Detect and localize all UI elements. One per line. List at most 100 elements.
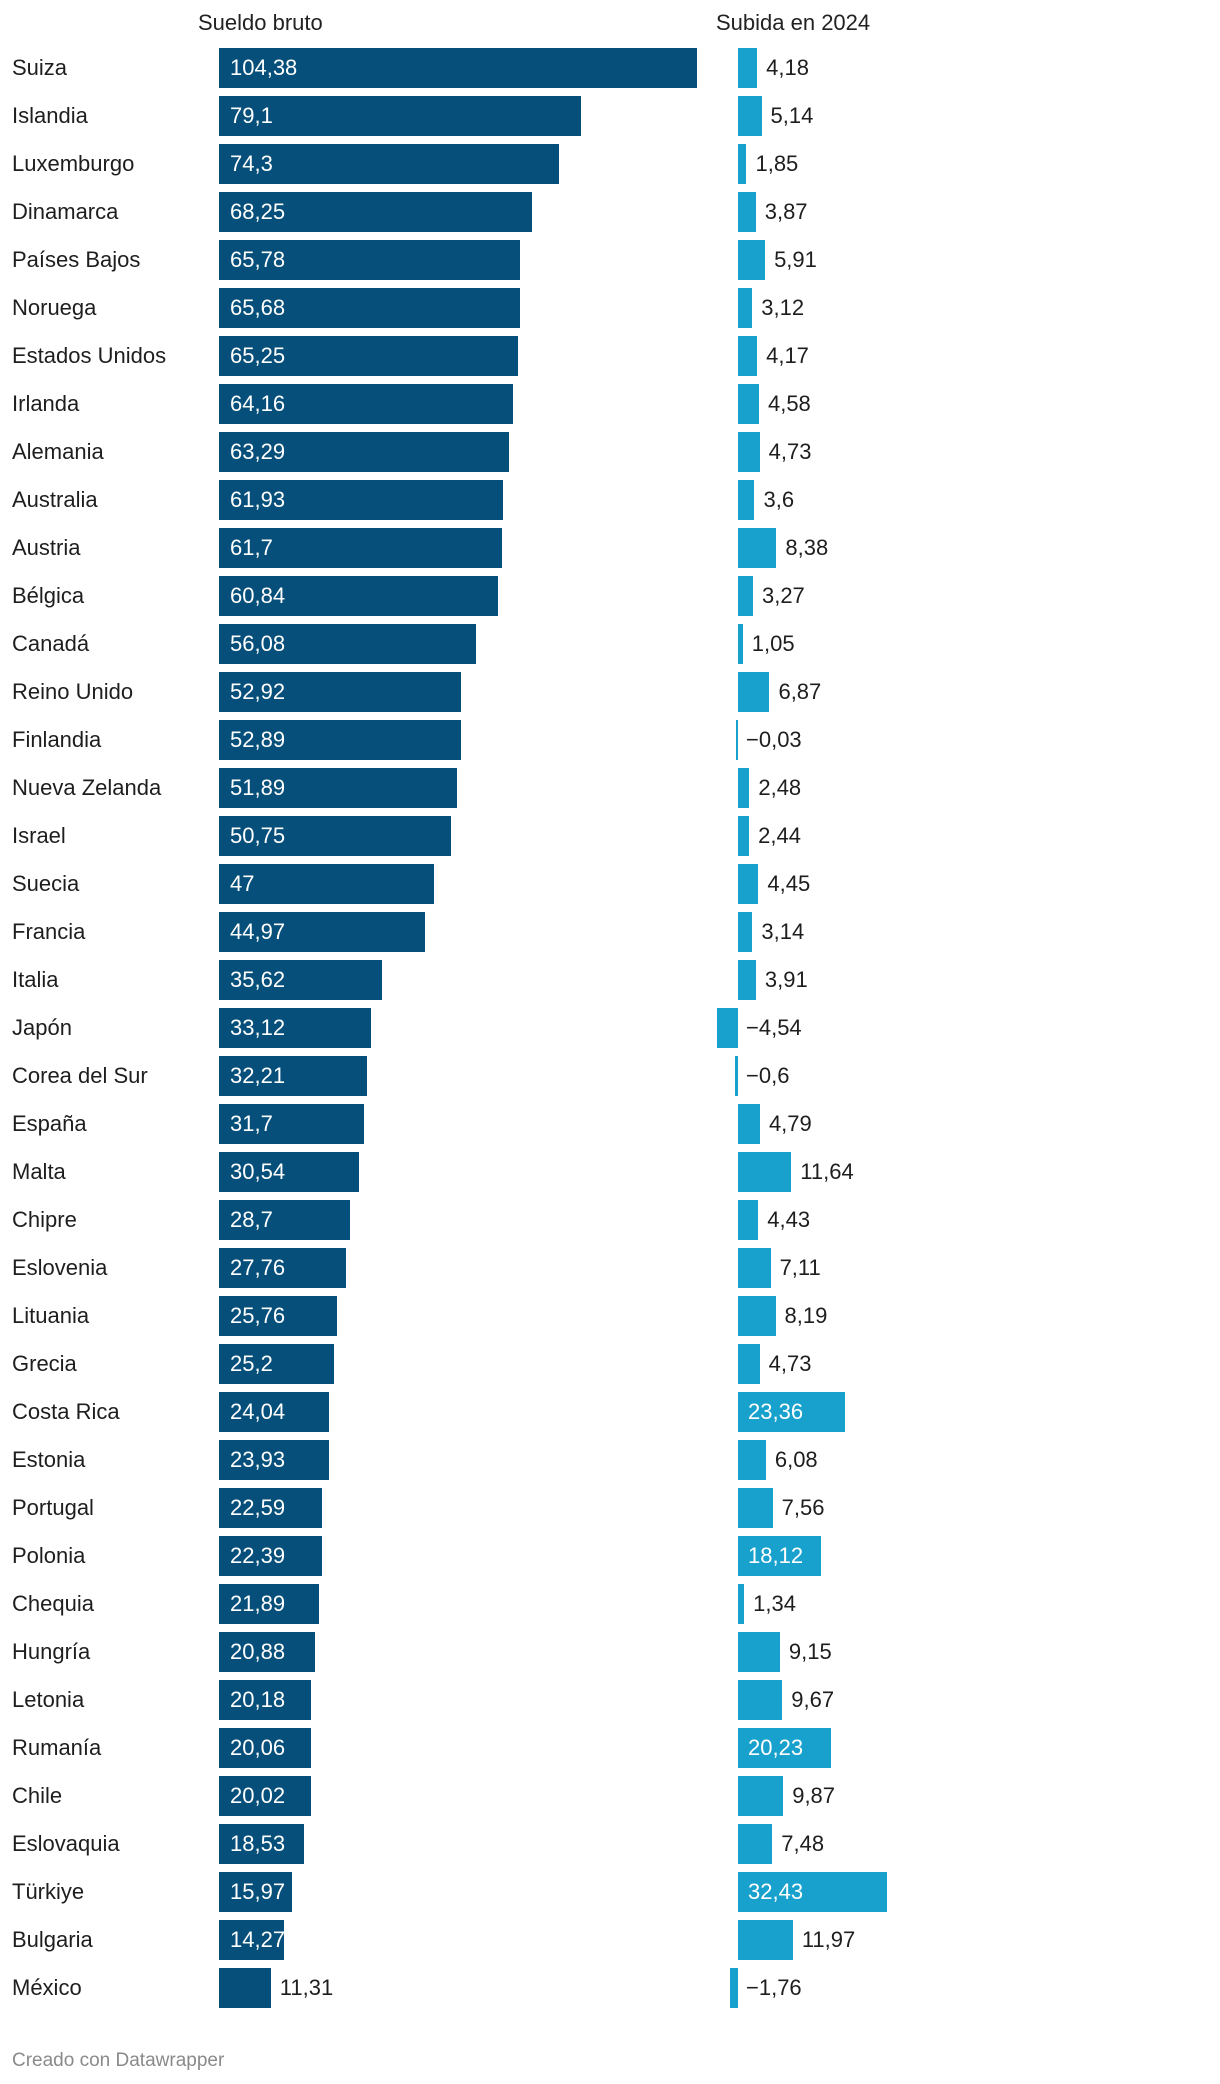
salary-bar bbox=[219, 1440, 329, 1480]
increase-bar bbox=[738, 1152, 792, 1192]
country-label: Israel bbox=[12, 823, 66, 848]
salary-value-label: 65,78 bbox=[230, 247, 286, 272]
salary-bar bbox=[219, 192, 532, 232]
country-label: Irlanda bbox=[12, 391, 80, 416]
increase-bar bbox=[738, 480, 755, 520]
country-label: Estonia bbox=[12, 1447, 86, 1472]
salary-bar bbox=[219, 240, 521, 280]
increase-value-label: 4,45 bbox=[767, 871, 811, 896]
salary-bar bbox=[219, 432, 509, 472]
increase-bar bbox=[738, 1632, 780, 1672]
salary-value-label: 20,18 bbox=[230, 1687, 286, 1712]
increase-value-label: 5,91 bbox=[774, 247, 817, 272]
salary-value-label: 60,84 bbox=[230, 583, 286, 608]
chart-row: Luxemburgo 74,3 1,85 bbox=[0, 140, 1220, 188]
country-label: Bulgaria bbox=[12, 1927, 93, 1952]
increase-bar bbox=[717, 1008, 738, 1048]
chart-row: Alemania 63,29 4,73 bbox=[0, 428, 1220, 476]
chart-row: Suecia 47 4,45 bbox=[0, 860, 1220, 908]
increase-bar bbox=[738, 336, 758, 376]
chart-row: Australia 61,93 3,6 bbox=[0, 476, 1220, 524]
salary-bar bbox=[219, 1200, 351, 1240]
increase-value-label: −0,03 bbox=[746, 727, 802, 752]
chart-row: Noruega 65,68 3,12 bbox=[0, 284, 1220, 332]
chart-row: Costa Rica 24,04 23,36 bbox=[0, 1388, 1220, 1436]
country-label: Corea del Sur bbox=[12, 1063, 148, 1088]
increase-value-label: 1,05 bbox=[751, 631, 795, 656]
salary-bar bbox=[219, 1584, 320, 1624]
salary-bar bbox=[219, 816, 452, 856]
increase-bar bbox=[738, 672, 770, 712]
increase-bar bbox=[729, 1968, 738, 2008]
increase-bar bbox=[738, 1824, 773, 1864]
salary-bar bbox=[219, 720, 462, 760]
chart-row: España 31,7 4,79 bbox=[0, 1100, 1220, 1148]
country-label: Lituania bbox=[12, 1303, 90, 1328]
increase-value-label: 3,6 bbox=[763, 487, 795, 512]
salary-bar bbox=[219, 1920, 285, 1960]
salary-bar bbox=[219, 672, 462, 712]
salary-value-label: 14,27 bbox=[230, 1927, 286, 1952]
increase-value-label: 2,48 bbox=[758, 775, 802, 800]
country-label: México bbox=[12, 1975, 82, 2000]
salary-bar bbox=[219, 1392, 330, 1432]
chart-row: Irlanda 64,16 4,58 bbox=[0, 380, 1220, 428]
salary-value-label: 64,16 bbox=[230, 391, 286, 416]
increase-value-label: 7,56 bbox=[781, 1495, 825, 1520]
chart-row: Corea del Sur 32,21 −0,6 bbox=[0, 1052, 1220, 1100]
salary-bar bbox=[219, 1680, 312, 1720]
increase-value-label: 20,23 bbox=[748, 1735, 804, 1760]
chart-row: Chile 20,02 9,87 bbox=[0, 1772, 1220, 1820]
increase-value-label: −0,6 bbox=[746, 1063, 790, 1088]
increase-value-label: 3,14 bbox=[761, 919, 805, 944]
country-label: Costa Rica bbox=[12, 1399, 120, 1424]
salary-bar bbox=[219, 1344, 335, 1384]
country-label: Islandia bbox=[12, 103, 88, 128]
increase-bar bbox=[738, 432, 760, 472]
salary-bar bbox=[219, 1152, 359, 1192]
country-label: Polonia bbox=[12, 1543, 86, 1568]
country-label: España bbox=[12, 1111, 87, 1136]
increase-bar bbox=[736, 720, 738, 760]
salary-bar bbox=[219, 1104, 365, 1144]
increase-bar bbox=[738, 1872, 887, 1912]
increase-bar bbox=[738, 960, 756, 1000]
chart-row: Polonia 22,39 18,12 bbox=[0, 1532, 1220, 1580]
increase-bar bbox=[738, 912, 753, 952]
increase-bar bbox=[738, 1248, 771, 1288]
increase-value-label: 4,58 bbox=[767, 391, 811, 416]
country-label: Türkiye bbox=[12, 1879, 85, 1904]
salary-value-label: 104,38 bbox=[230, 55, 298, 80]
country-label: Suiza bbox=[12, 55, 68, 80]
salary-value-label: 25,76 bbox=[230, 1303, 286, 1328]
increase-value-label: 4,73 bbox=[768, 1351, 812, 1376]
chart-row: México 11,31 −1,76 bbox=[0, 1964, 1220, 2012]
increase-bar bbox=[738, 1728, 831, 1768]
country-label: Eslovaquia bbox=[12, 1831, 120, 1856]
increase-value-label: 3,91 bbox=[764, 967, 808, 992]
country-label: Reino Unido bbox=[12, 679, 134, 704]
salary-value-label: 15,97 bbox=[230, 1879, 286, 1904]
salary-value-label: 63,29 bbox=[230, 439, 286, 464]
increase-bar bbox=[738, 768, 750, 808]
salary-value-label: 28,7 bbox=[230, 1207, 273, 1232]
salary-value-label: 74,3 bbox=[230, 151, 273, 176]
increase-bar bbox=[738, 624, 743, 664]
chart-row: Estados Unidos 65,25 4,17 bbox=[0, 332, 1220, 380]
chart-row: Bélgica 60,84 3,27 bbox=[0, 572, 1220, 620]
increase-bar bbox=[738, 96, 762, 136]
country-label: Francia bbox=[12, 919, 86, 944]
chart-row: Bulgaria 14,27 11,97 bbox=[0, 1916, 1220, 1964]
country-label: Austria bbox=[12, 535, 81, 560]
chart-row: Japón 33,12 −4,54 bbox=[0, 1004, 1220, 1052]
country-label: Chequia bbox=[12, 1591, 94, 1616]
increase-bar bbox=[738, 288, 753, 328]
salary-value-label: 32,21 bbox=[230, 1063, 286, 1088]
country-label: Grecia bbox=[12, 1351, 77, 1376]
chart-row: Estonia 23,93 6,08 bbox=[0, 1436, 1220, 1484]
country-label: Finlandia bbox=[12, 727, 102, 752]
country-label: Hungría bbox=[12, 1639, 91, 1664]
salary-bar bbox=[219, 336, 518, 376]
chart-row: Nueva Zelanda 51,89 2,48 bbox=[0, 764, 1220, 812]
